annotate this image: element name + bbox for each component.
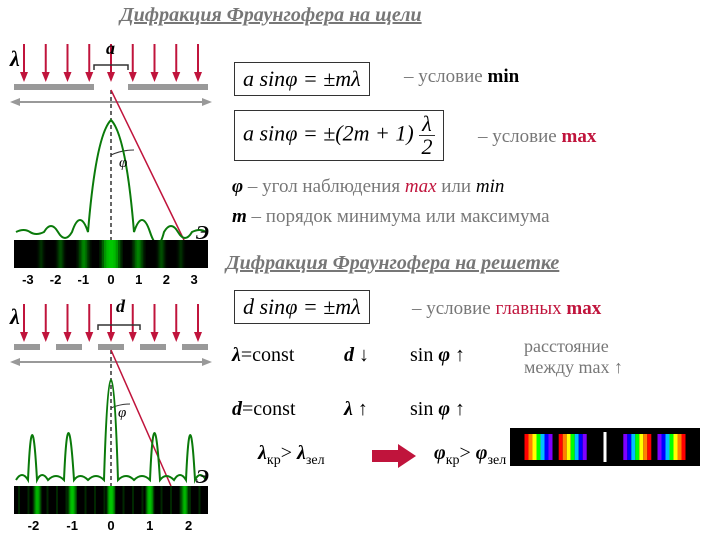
svg-text:1: 1 xyxy=(146,518,153,532)
d-label: d xyxy=(116,296,125,317)
slit-left xyxy=(14,84,94,90)
svg-text:-2: -2 xyxy=(28,518,40,532)
grating-bar xyxy=(182,344,208,350)
screen-label-2: Э xyxy=(196,466,209,489)
incoming-arrows-2 xyxy=(20,304,202,342)
svg-text:-1: -1 xyxy=(78,272,90,287)
title-grating: Дифракция Фраунгофера на решетке xyxy=(226,252,559,275)
title-slit: Дифракция Фраунгофера на щели xyxy=(120,4,422,27)
implies-arrow-icon xyxy=(370,442,420,470)
lambda-label-2: λ xyxy=(10,304,20,330)
cond-min: – условие min xyxy=(404,66,519,88)
svg-text:-1: -1 xyxy=(66,518,78,532)
formula-min: a sinφ = ±mλ xyxy=(234,62,370,96)
lens-arrow-l xyxy=(10,98,20,106)
phi-explain: φ – угол наблюдения max или min xyxy=(232,176,504,198)
lens-arrow-r2 xyxy=(202,358,212,366)
phi-compare: φкр> φзел xyxy=(434,442,506,469)
screen-label-1: Э xyxy=(196,222,209,245)
distance-note: расстояниемежду max ↑ xyxy=(524,336,623,378)
lens-arrow-r xyxy=(202,98,212,106)
svg-text:0: 0 xyxy=(107,272,114,287)
lambda-compare: λкр> λзел xyxy=(258,442,325,469)
svg-text:3: 3 xyxy=(191,272,198,287)
lambda-label-1: λ xyxy=(10,46,20,72)
rel-sin-up-1: sin φ ↑ xyxy=(410,344,465,367)
phi-label-1: φ xyxy=(119,155,127,172)
svg-text:-3: -3 xyxy=(22,272,34,287)
grating-bar xyxy=(98,344,124,350)
formula-max: a sinφ = ±(2m + 1) λ 2 xyxy=(234,110,444,161)
svg-text:0: 0 xyxy=(107,518,114,532)
tick-labels-slit: -3 -2 -1 0 1 2 3 xyxy=(22,272,198,287)
lens-arrow-l2 xyxy=(10,358,20,366)
grating-diagram: -2 -1 0 1 2 xyxy=(6,300,216,532)
svg-text:2: 2 xyxy=(163,272,170,287)
formula-grating: d sinφ = ±mλ xyxy=(234,290,370,324)
a-label: a xyxy=(106,38,115,59)
phi-label-2: φ xyxy=(118,405,126,422)
grating-bar xyxy=(140,344,166,350)
grating-bar xyxy=(56,344,82,350)
rel-lambda-up: λ ↑ xyxy=(344,398,368,421)
rel-sin-up-2: sin φ ↑ xyxy=(410,398,465,421)
cond-max: – условие max xyxy=(478,126,596,148)
rel-d-const: d=const xyxy=(232,398,296,421)
diffraction-bands-slit xyxy=(36,240,185,268)
cond-main-max: – условие главных max xyxy=(412,298,601,320)
rel-lambda-const: λ=const xyxy=(232,344,294,367)
slit-diagram: -3 -2 -1 0 1 2 3 xyxy=(6,40,216,290)
svg-text:-2: -2 xyxy=(50,272,62,287)
spectrum-photo xyxy=(510,428,700,466)
slit-right xyxy=(128,84,208,90)
rel-d-down: d ↓ xyxy=(344,344,369,367)
grating-bar xyxy=(14,344,40,350)
svg-text:2: 2 xyxy=(185,518,192,532)
tick-labels-grating: -2 -1 0 1 2 xyxy=(28,518,193,532)
svg-text:1: 1 xyxy=(135,272,142,287)
m-explain: m – порядок минимума или максимума xyxy=(232,206,550,228)
